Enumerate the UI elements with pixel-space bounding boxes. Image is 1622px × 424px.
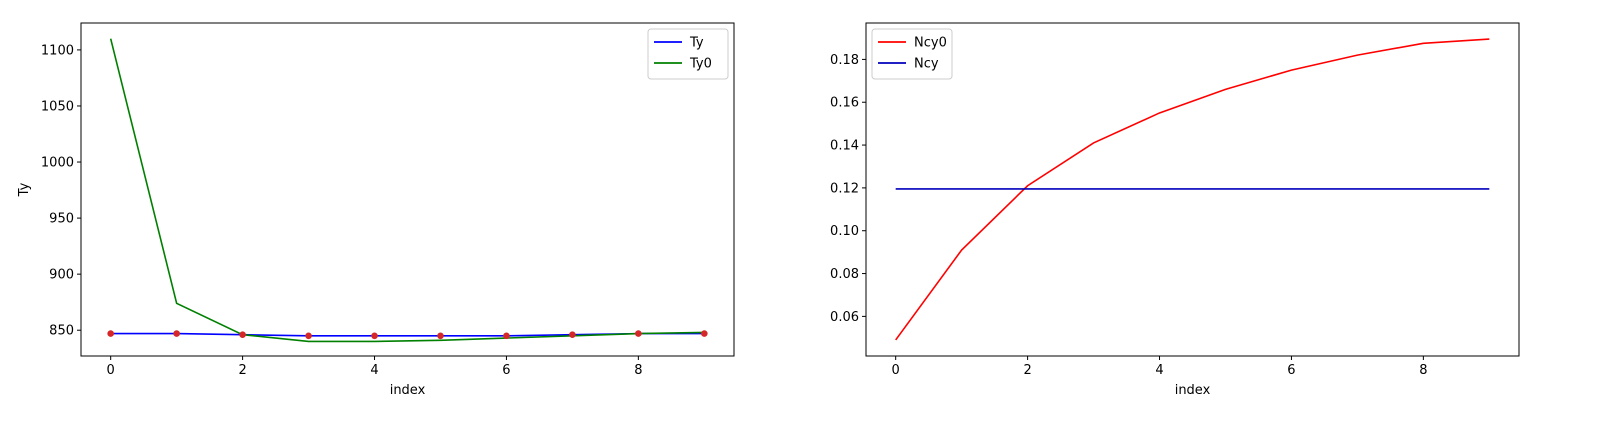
data-point bbox=[635, 330, 642, 337]
y-tick-label: 850 bbox=[49, 324, 74, 339]
y-tick-label: 900 bbox=[49, 268, 74, 283]
x-tick-label: 0 bbox=[892, 363, 900, 378]
legend-label: Ty0 bbox=[689, 57, 712, 72]
x-tick-label: 2 bbox=[238, 363, 246, 378]
x-tick-label: 4 bbox=[1155, 363, 1163, 378]
x-tick-label: 4 bbox=[370, 363, 378, 378]
x-tick-label: 6 bbox=[1287, 363, 1295, 378]
chart-ncy: 0 2 4 6 8 0.06 0.08 0.10 0.12 0.14 0.16 0.18 index Nc… bbox=[830, 22, 1520, 398]
x-tick-label: 2 bbox=[1023, 363, 1031, 378]
x-tick-label: 0 bbox=[107, 363, 115, 378]
y-tick-label: 1100 bbox=[41, 43, 74, 58]
chart-ty: 0 2 4 6 8 850 900 950 1000 1050 1100 index Ty Ty Ty0 bbox=[17, 22, 735, 398]
x-axis-label: index bbox=[1175, 383, 1211, 398]
data-point bbox=[701, 330, 708, 337]
data-point bbox=[107, 330, 114, 337]
data-point bbox=[371, 332, 378, 340]
y-tick-label: 0.18 bbox=[830, 53, 859, 68]
y-tick-label: 0.16 bbox=[830, 96, 859, 111]
y-tick-label: 0.08 bbox=[830, 267, 859, 282]
legend-label: Ncy bbox=[914, 57, 939, 72]
data-point bbox=[173, 330, 180, 337]
legend-label: Ty bbox=[689, 36, 704, 51]
y-tick-label: 1050 bbox=[41, 99, 74, 114]
y-tick-label: 950 bbox=[49, 212, 74, 227]
legend-label: Ncy0 bbox=[914, 36, 947, 51]
data-point bbox=[569, 331, 576, 338]
plot-frame bbox=[865, 22, 1520, 357]
data-point bbox=[503, 332, 510, 340]
x-tick-label: 8 bbox=[1419, 363, 1427, 378]
x-tick-label: 6 bbox=[502, 363, 510, 378]
y-axis-label: Ty bbox=[17, 182, 32, 197]
plot-frame bbox=[80, 22, 735, 357]
y-tick-label: 0.10 bbox=[830, 224, 859, 239]
y-tick-label: 0.06 bbox=[830, 310, 859, 325]
y-tick-label: 1000 bbox=[41, 156, 74, 171]
data-point bbox=[305, 332, 312, 340]
legend-box bbox=[647, 28, 729, 80]
x-tick-label: 8 bbox=[634, 363, 642, 378]
data-point bbox=[239, 331, 246, 338]
x-axis-label: index bbox=[390, 383, 426, 398]
series-line-ty0 bbox=[109, 38, 705, 343]
y-tick-label: 0.12 bbox=[830, 181, 859, 196]
data-point bbox=[437, 332, 444, 340]
y-tick-label: 0.14 bbox=[830, 139, 859, 154]
series-line-ncy0 bbox=[895, 38, 1490, 341]
